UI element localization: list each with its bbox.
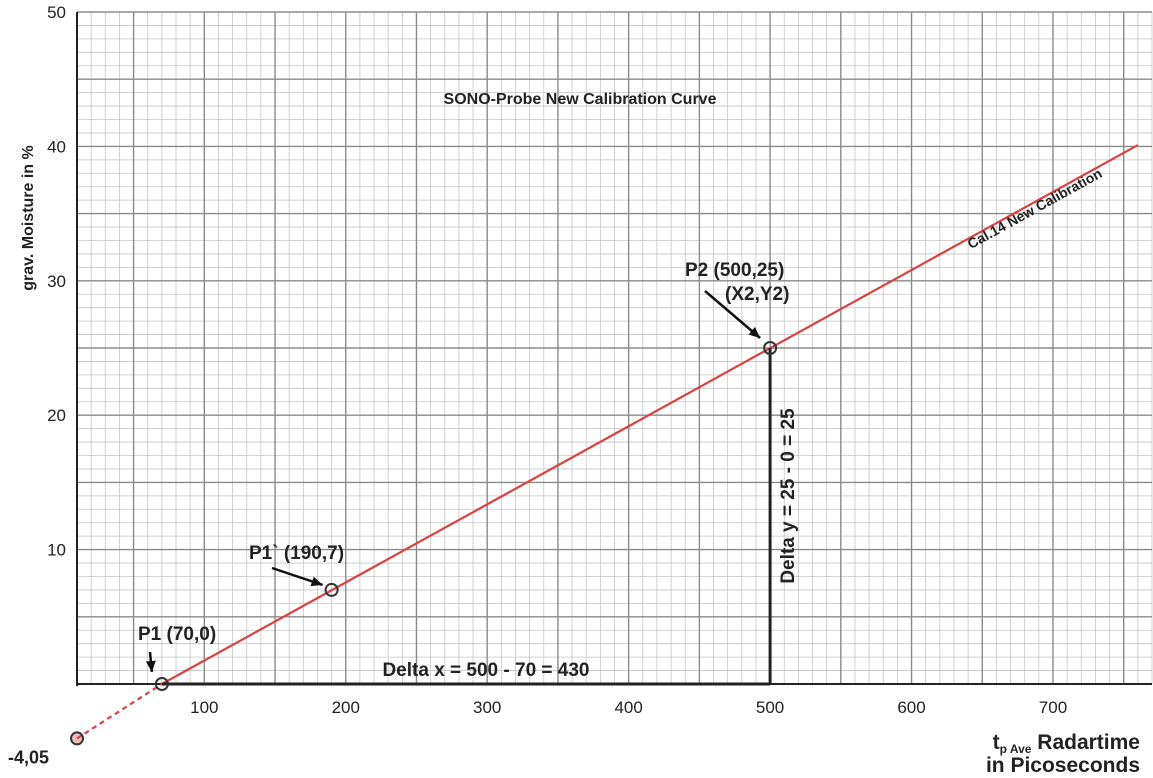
x-axis-title-line1: tp Ave Radartime xyxy=(993,731,1140,756)
delta-x-label: Delta x = 500 - 70 = 430 xyxy=(382,660,589,681)
y-tick-label: 20 xyxy=(47,406,66,425)
data-point-marker xyxy=(154,677,169,691)
data-point-marker xyxy=(763,341,778,355)
tick-labels: 100 200 300 400 500 600 700 10 20 30 40 50 -4,05 xyxy=(8,3,1067,767)
chart-title: SONO-Probe New Calibration Curve xyxy=(444,91,717,108)
x-tick-label: 500 xyxy=(756,698,784,717)
series-label: Cal.14 New Calibration xyxy=(965,165,1105,252)
major-grid xyxy=(77,11,1152,684)
x-tick-label: 300 xyxy=(473,698,501,717)
x-tick-label: 400 xyxy=(614,698,642,717)
y-axis-title: grav. Moisture in % xyxy=(20,145,37,291)
point-label-p1: P1 (70,0) xyxy=(138,624,216,645)
data-point-marker xyxy=(324,582,339,597)
calibration-line xyxy=(161,144,1139,685)
x-tick-label: 200 xyxy=(332,698,360,717)
y-tick-label: 40 xyxy=(47,137,66,156)
point-label-p2-xy: (X2,Y2) xyxy=(725,284,789,305)
point-label-p1-prime: P1` (190,7) xyxy=(249,543,344,564)
p1-prime-arrow-head xyxy=(310,576,323,587)
point-label-p2: P2 (500,25) xyxy=(685,260,784,281)
p2-arrow-head xyxy=(748,327,761,338)
extrapolated-segment xyxy=(76,683,163,740)
x-axis-title-line2: in Picoseconds xyxy=(986,754,1140,777)
x-tick-label: 100 xyxy=(190,698,218,717)
annotation-layer: Delta x = 500 - 70 = 430 Delta y = 25 - 0… xyxy=(70,290,799,746)
x-tick-label: 600 xyxy=(897,698,925,717)
p1-arrow-head xyxy=(145,660,156,672)
y-tick-label: 50 xyxy=(47,3,66,22)
y-tick-label: 30 xyxy=(47,272,66,291)
x-tick-label: 700 xyxy=(1039,698,1067,717)
p2-arrow xyxy=(704,290,761,339)
y-tick-label: 10 xyxy=(47,541,66,560)
y-intercept-label: -4,05 xyxy=(8,747,49,767)
data-point-marker xyxy=(70,731,84,746)
delta-y-label: Delta y = 25 - 0 = 25 xyxy=(778,408,799,584)
